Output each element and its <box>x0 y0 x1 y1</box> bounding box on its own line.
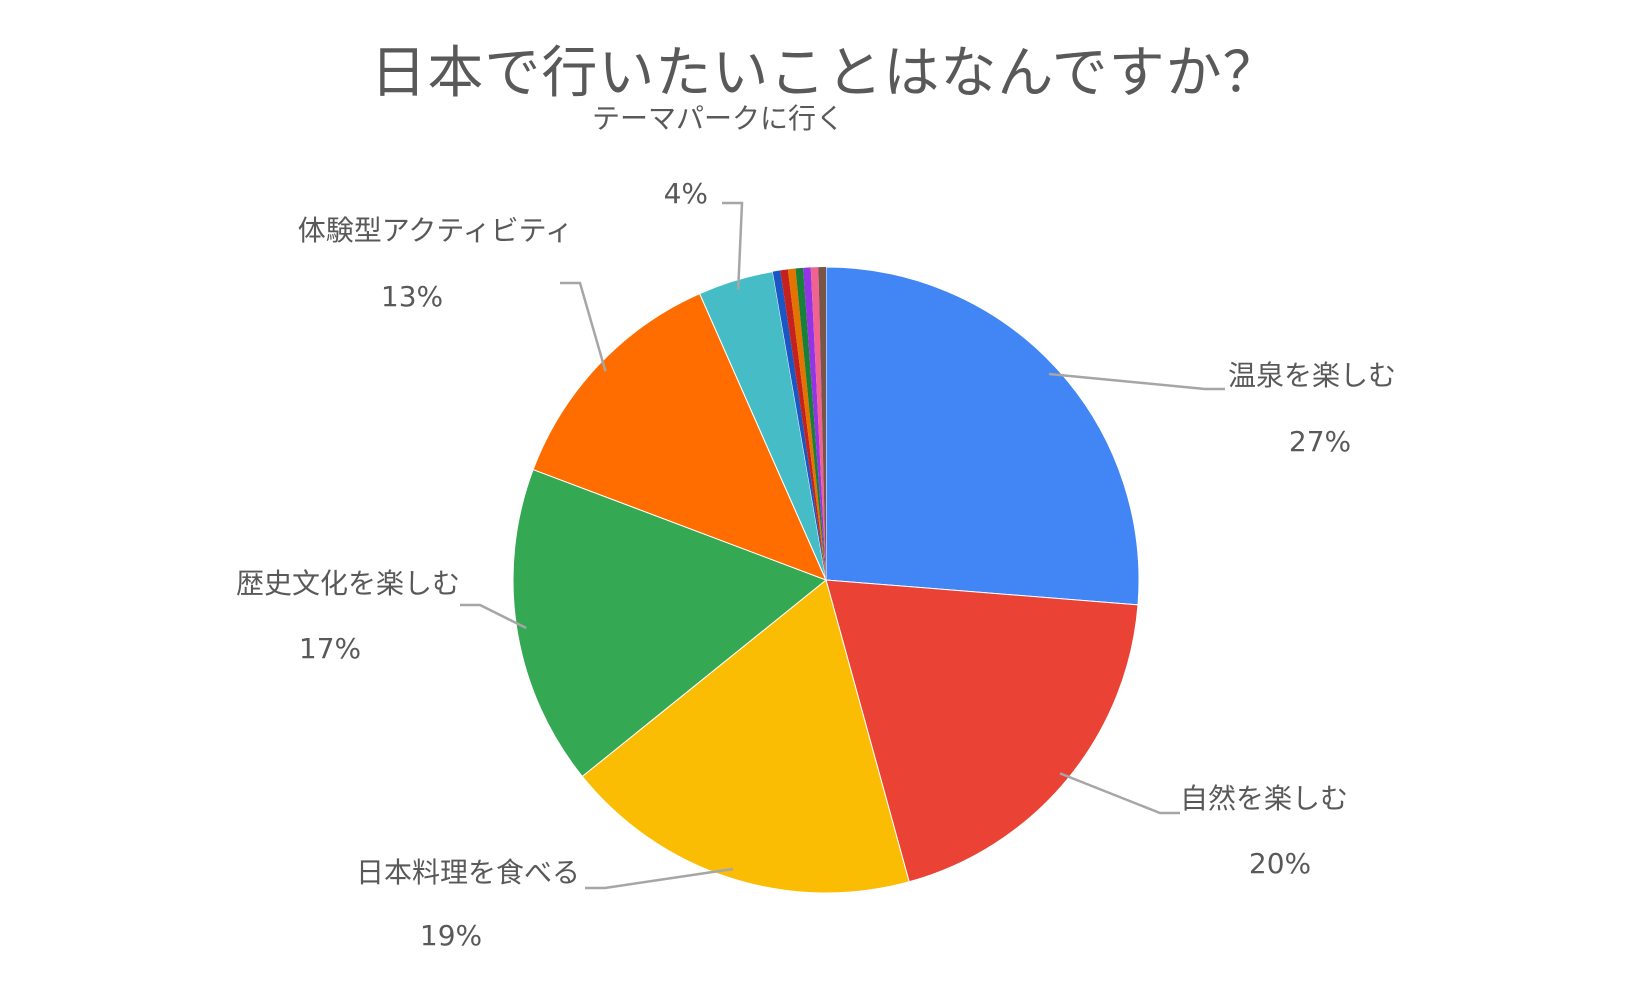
slice-label-1: 温泉を楽しむ <box>1228 359 1396 392</box>
pie-slice-5 <box>532 292 827 581</box>
pie-slice-4 <box>512 468 827 778</box>
slice-percent-2: 20% <box>1249 847 1311 880</box>
pie-slice-minor-1 <box>772 270 826 580</box>
pie-slice-minor-3 <box>787 268 826 580</box>
slice-percent-5: 13% <box>381 280 443 313</box>
pie-slice-minor-2 <box>780 269 826 580</box>
slice-percent-1: 27% <box>1289 425 1351 458</box>
slice-label-2: 自然を楽しむ <box>1180 782 1348 815</box>
slice-label-5: 体験型アクティビティ <box>298 214 573 247</box>
slice-label-4: 歴史文化を楽しむ <box>236 567 460 600</box>
pie-slice-1 <box>825 266 1140 606</box>
leader-line-2 <box>1059 772 1180 815</box>
slice-percent-6: 4% <box>664 177 708 210</box>
slice-percent-3: 19% <box>420 919 482 952</box>
leader-line-6 <box>722 201 744 290</box>
leader-line-4 <box>460 603 527 630</box>
pie-slice-6 <box>698 270 827 581</box>
pie-slice-3 <box>581 579 910 894</box>
leader-line-1 <box>1048 372 1225 391</box>
slice-label-6: テーマパークに行く <box>592 102 844 135</box>
slice-percent-4: 17% <box>299 632 361 665</box>
pie-slice-2 <box>825 579 1139 883</box>
pie-slice-minor-4 <box>795 267 826 580</box>
pie-slice-minor-7 <box>818 266 826 580</box>
leader-line-3 <box>585 867 734 890</box>
slice-label-3: 日本料理を食べる <box>356 856 580 889</box>
chart-title: 日本で行いたいことはなんですか？ <box>370 41 1280 106</box>
pie-slice-minor-5 <box>803 267 826 580</box>
pie-slice-minor-6 <box>810 267 826 580</box>
leader-line-5 <box>560 281 607 372</box>
